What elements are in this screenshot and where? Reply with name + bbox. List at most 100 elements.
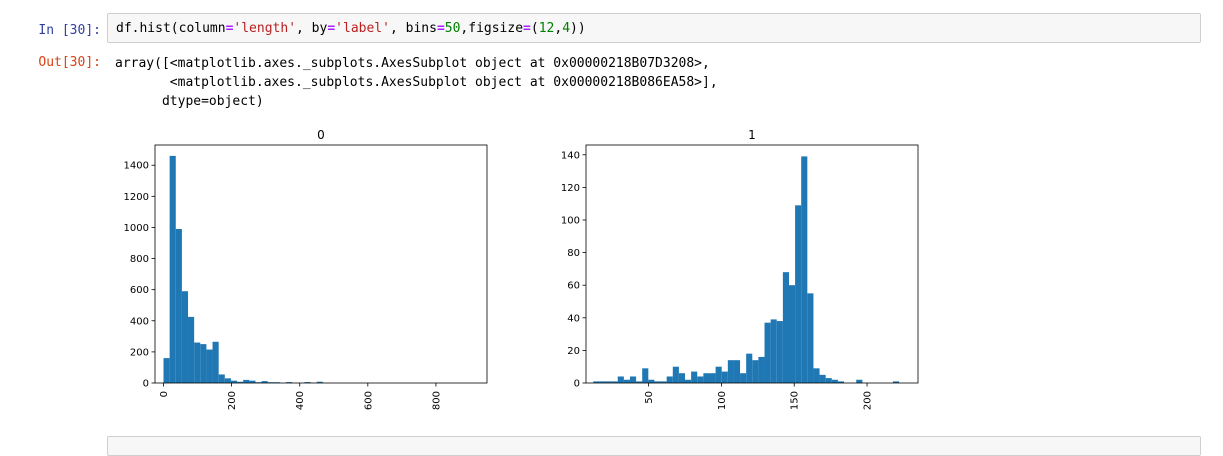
histogram-bar: [764, 322, 771, 383]
code-token: 4: [562, 21, 571, 36]
histogram-bar: [727, 360, 734, 383]
code-token: =: [327, 21, 336, 36]
output-line: dtype=object): [115, 94, 264, 109]
x-tick-label: 800: [431, 391, 442, 410]
histogram-bar: [788, 285, 796, 383]
histogram-bar: [770, 319, 777, 383]
code-token: 'length': [233, 21, 297, 36]
x-tick-label: 150: [790, 391, 801, 410]
y-tick-label: 1400: [124, 161, 149, 172]
histogram-bar: [746, 353, 753, 383]
histogram-bar: [709, 373, 716, 383]
histogram-bar: [648, 379, 655, 383]
code-token: df.hist(column: [116, 21, 226, 36]
x-tick-label: 0: [159, 391, 170, 397]
histogram-bar: [776, 321, 783, 383]
histogram-bar: [678, 373, 686, 383]
histogram-bar: [175, 229, 182, 383]
y-tick-label: 120: [561, 183, 580, 194]
histogram-bar: [230, 380, 238, 383]
histogram-bar: [697, 376, 704, 383]
histogram-bar: [856, 379, 863, 383]
code-token: =: [523, 21, 531, 36]
histogram-bar: [813, 368, 820, 383]
chart-1: 0 20 40 60 80 100 120 140 50 100 150 200 1: [561, 128, 919, 410]
histogram-bar: [237, 381, 244, 383]
histogram-bar: [212, 341, 219, 383]
histogram-bar: [685, 379, 692, 383]
histogram-bar: [629, 376, 637, 383]
histogram-bar: [304, 382, 311, 383]
histogram-bar: [194, 342, 201, 383]
histogram-bar: [801, 156, 808, 383]
histogram-bar: [715, 366, 722, 383]
histogram-bar: [837, 381, 845, 383]
y-tick-label: 1000: [124, 223, 149, 234]
histogram-bar: [316, 381, 323, 383]
histogram-bar: [188, 316, 195, 383]
x-tick-label: 200: [227, 391, 238, 410]
next-input-cell[interactable]: [107, 436, 1201, 456]
histogram-bar: [206, 349, 213, 383]
output-line: array([<matplotlib.axes._subplots.AxesSu…: [115, 56, 710, 71]
y-tick-label: 40: [567, 313, 580, 324]
histogram-bar: [807, 293, 814, 383]
histogram-bar: [642, 368, 649, 383]
x-tick-label: 600: [363, 391, 374, 410]
code-token: 50: [444, 21, 461, 36]
histogram-bar: [593, 381, 600, 383]
histogram-bar: [267, 382, 274, 383]
y-tick-label: 1200: [124, 192, 149, 203]
histogram-bar: [892, 381, 900, 383]
histogram-bar: [758, 356, 765, 383]
histogram-bar: [617, 376, 624, 383]
chart-0: 0 200 400 600 800 1000 1200 1400 0 200 400 600 800 0: [124, 128, 488, 410]
histogram-bar: [286, 382, 293, 383]
code-input-area[interactable]: df.hist(column='length', by='label', bin…: [107, 13, 1201, 43]
x-tick-label: 50: [644, 391, 655, 404]
x-tick-label: 100: [717, 391, 728, 410]
histogram-bar: [181, 291, 189, 383]
histogram-bar: [733, 360, 741, 383]
histogram-bar: [819, 374, 826, 383]
code-token: (: [530, 21, 539, 36]
code-token: =: [436, 21, 445, 36]
histogram-bar: [703, 373, 710, 383]
histogram-bar: [672, 366, 679, 383]
histogram-bar: [666, 376, 673, 383]
code-token: ,figsize: [460, 21, 524, 36]
histogram-bar: [218, 374, 225, 383]
y-tick-label: 800: [130, 254, 149, 265]
code-token: =: [225, 21, 234, 36]
y-tick-label: 600: [130, 285, 149, 296]
output-text: array([<matplotlib.axes._subplots.AxesSu…: [115, 54, 718, 111]
histogram-bar: [224, 378, 231, 383]
y-tick-label: 200: [130, 347, 149, 358]
histogram-bar: [605, 381, 612, 383]
histogram-bar: [599, 381, 606, 383]
histogram-bar: [691, 371, 698, 383]
histogram-bar: [261, 381, 268, 383]
histogram-bar: [636, 381, 643, 383]
histogram-bar: [249, 380, 256, 383]
output-line: <matplotlib.axes._subplots.AxesSubplot o…: [115, 75, 718, 90]
histogram-bar: [200, 344, 207, 383]
out-prompt: Out[30]:: [38, 55, 101, 70]
code-token: , by: [296, 21, 328, 36]
y-tick-label: 60: [567, 281, 580, 292]
code-token: , bins: [389, 21, 437, 36]
y-tick-label: 0: [143, 379, 149, 390]
y-tick-label: 0: [574, 379, 580, 390]
histogram-bar: [721, 371, 728, 383]
x-tick-label: 400: [295, 391, 306, 410]
histogram-bar: [660, 381, 667, 383]
y-tick-label: 100: [561, 215, 580, 226]
histogram-bar: [169, 155, 176, 383]
histogram-bar: [611, 381, 618, 383]
y-tick-label: 80: [567, 248, 580, 259]
histogram-bar: [795, 205, 802, 383]
histogram-bar: [752, 360, 759, 383]
histogram-bar: [243, 379, 250, 383]
histogram-bar: [273, 382, 280, 383]
y-tick-label: 400: [130, 316, 149, 327]
